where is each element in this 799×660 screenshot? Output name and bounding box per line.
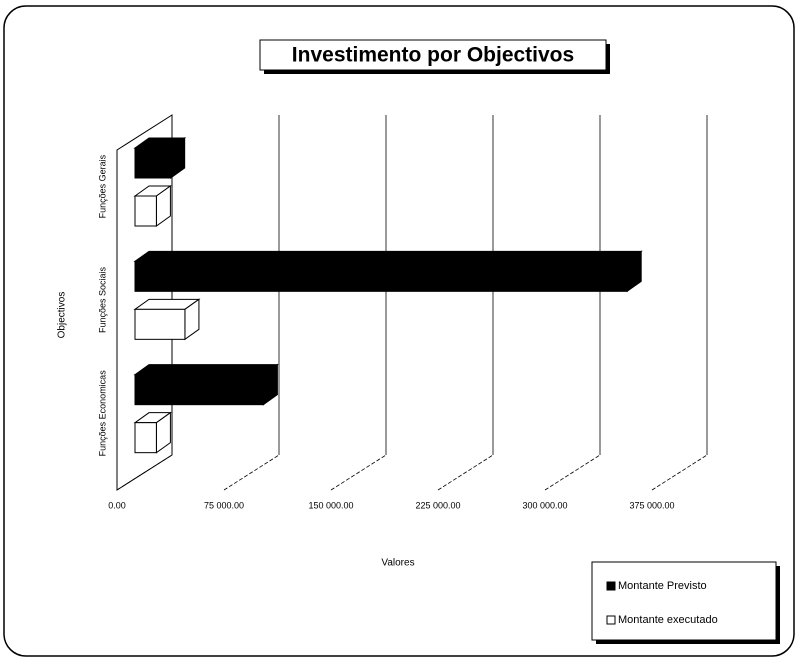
bar [134,260,628,292]
legend-swatch [606,615,616,625]
legend-box [591,561,777,641]
y-tick-label: Funções Gerais [97,154,107,218]
bar [134,308,186,340]
bar [134,422,157,454]
x-tick-label: 150 000.00 [308,500,353,510]
y-tick-label: Funções Sociais [97,266,107,333]
x-tick-label: 75 000.00 [204,500,244,510]
grid-line [651,454,708,491]
legend: Montante Previsto Montante executado [591,561,780,644]
grid-line [223,454,280,491]
grid-line [437,454,494,491]
x-tick-label: 300 000.00 [522,500,567,510]
chart-title: Investimento por Objectivos [292,44,574,67]
bar-top [133,364,279,376]
grid-line [330,454,387,491]
grid-line [116,454,173,491]
x-axis-title: Valores [381,558,414,569]
x-tick-label: 225 000.00 [415,500,460,510]
x-tick-label: 375 000.00 [629,500,674,510]
y-axis-title: Objectivos [57,292,68,339]
legend-swatch [606,581,616,591]
bar [134,195,157,227]
legend-label: Montante Previsto [618,580,707,592]
bar-top [133,250,643,262]
bar [134,374,264,406]
chart-frame [3,5,795,657]
legend-label: Montante executado [618,614,718,626]
title-box [259,39,607,71]
grid-line [544,454,601,491]
x-tick-label: 0.00 [108,500,126,510]
bar [134,147,172,179]
y-tick-label: Funções Economicas [97,370,107,457]
